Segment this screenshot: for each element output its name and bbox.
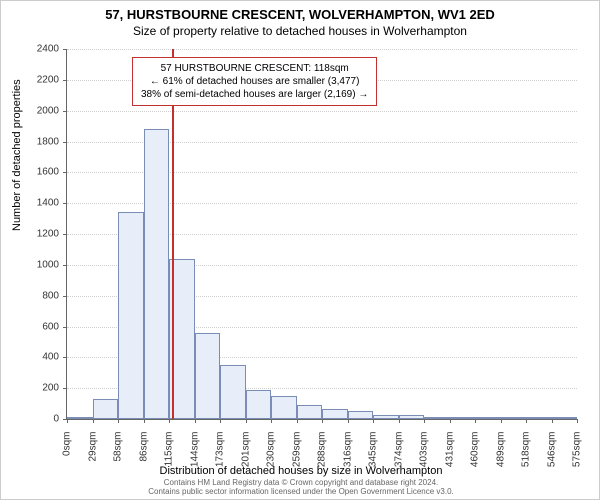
y-tick-mark [63,234,67,235]
annotation-line: 57 HURSTBOURNE CRESCENT: 118sqm [141,62,368,75]
plot-region: 0200400600800100012001400160018002000220… [66,49,577,420]
y-tick-mark [63,327,67,328]
y-tick-mark [63,265,67,266]
histogram-bar [93,399,119,419]
x-tick-mark [475,419,476,423]
histogram-bar [424,417,450,419]
y-tick-mark [63,296,67,297]
y-tick-label: 2400 [19,44,59,55]
y-tick-label: 1800 [19,136,59,147]
gridline [67,111,577,112]
y-tick-mark [63,80,67,81]
histogram-bar [450,417,476,419]
annotation-line: 38% of semi-detached houses are larger (… [141,88,368,101]
x-tick-mark [297,419,298,423]
x-tick-mark [501,419,502,423]
histogram-bar [348,411,374,419]
histogram-bar [118,212,144,419]
histogram-bar [322,409,348,419]
y-tick-label: 1400 [19,198,59,209]
y-tick-mark [63,111,67,112]
x-tick-mark [450,419,451,423]
y-tick-label: 1200 [19,229,59,240]
annotation-box: 57 HURSTBOURNE CRESCENT: 118sqm← 61% of … [132,57,377,106]
histogram-bar [501,417,527,419]
x-tick-mark [577,419,578,423]
y-tick-label: 2000 [19,105,59,116]
x-tick-mark [399,419,400,423]
y-tick-label: 1000 [19,259,59,270]
y-tick-label: 0 [19,414,59,425]
x-tick-mark [526,419,527,423]
footer-attribution: Contains HM Land Registry data © Crown c… [1,478,600,497]
gridline [67,49,577,50]
x-tick-mark [195,419,196,423]
y-tick-label: 800 [19,290,59,301]
page-title: 57, HURSTBOURNE CRESCENT, WOLVERHAMPTON,… [1,1,599,22]
x-tick-mark [118,419,119,423]
histogram-bar [271,396,297,419]
histogram-bar [552,417,578,419]
y-tick-mark [63,203,67,204]
x-tick-mark [322,419,323,423]
x-tick-mark [424,419,425,423]
histogram-bar [144,129,170,419]
annotation-line: ← 61% of detached houses are smaller (3,… [141,75,368,88]
x-tick-mark [144,419,145,423]
x-tick-mark [220,419,221,423]
y-tick-label: 400 [19,352,59,363]
histogram-bar [195,333,221,419]
footer-line2: Contains public sector information licen… [148,487,454,496]
histogram-bar [475,417,501,419]
y-tick-mark [63,49,67,50]
y-tick-label: 2200 [19,74,59,85]
y-tick-mark [63,172,67,173]
x-tick-mark [67,419,68,423]
chart-area: 0200400600800100012001400160018002000220… [66,49,576,419]
x-tick-mark [348,419,349,423]
histogram-bar [526,417,552,419]
x-tick-mark [93,419,94,423]
x-tick-mark [246,419,247,423]
x-tick-mark [552,419,553,423]
y-tick-mark [63,142,67,143]
y-tick-mark [63,388,67,389]
y-tick-mark [63,357,67,358]
histogram-bar [220,365,246,419]
page-subtitle: Size of property relative to detached ho… [1,22,599,42]
footer-line1: Contains HM Land Registry data © Crown c… [164,478,439,487]
x-tick-mark [271,419,272,423]
x-tick-mark [169,419,170,423]
histogram-bar [297,405,323,419]
histogram-bar [67,417,93,419]
histogram-bar [246,390,272,419]
y-tick-label: 600 [19,321,59,332]
x-axis-label: Distribution of detached houses by size … [1,465,600,477]
y-tick-label: 1600 [19,167,59,178]
histogram-bar [399,415,425,419]
y-tick-label: 200 [19,383,59,394]
x-tick-mark [373,419,374,423]
histogram-bar [373,415,399,419]
